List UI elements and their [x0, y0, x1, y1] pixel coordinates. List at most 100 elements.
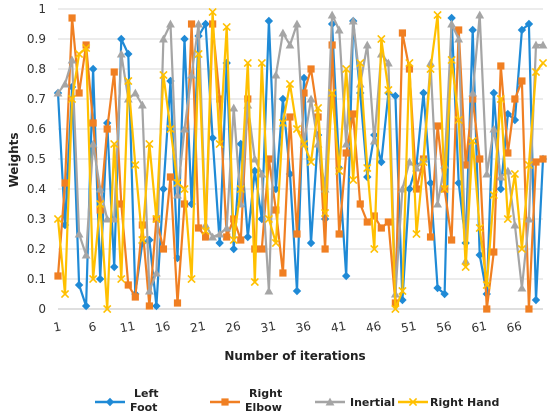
x-tick-label: 41: [330, 319, 347, 335]
data-point-left-foot: [95, 274, 105, 284]
data-point-left-foot: [124, 49, 133, 59]
data-point-inertial: [327, 10, 337, 19]
marker-stroke: [538, 58, 548, 68]
data-point-right-hand: [145, 139, 154, 149]
data-point-left-foot: [250, 166, 260, 176]
data-point-right-hand: [60, 289, 70, 299]
data-point-right-elbow: [433, 122, 442, 130]
data-point-right-hand: [405, 58, 414, 68]
data-point-right-hand: [257, 58, 267, 68]
data-point-inertial: [355, 79, 365, 88]
marker-stroke: [489, 190, 498, 200]
data-point-inertial: [285, 40, 295, 49]
data-point-left-foot: [489, 88, 498, 98]
data-point-left-foot: [215, 238, 224, 248]
marker-stroke: [313, 103, 323, 113]
data-point-right-hand: [391, 304, 400, 314]
data-point-inertial: [531, 40, 541, 49]
data-point-inertial: [369, 136, 379, 145]
data-point-right-elbow: [54, 272, 62, 280]
marker-stroke: [74, 49, 84, 59]
data-point-right-elbow: [293, 230, 301, 238]
x-tick-label: 11: [119, 319, 136, 335]
marker-stroke: [271, 238, 281, 248]
data-point-right-hand: [349, 175, 358, 185]
series-right-hand: [53, 7, 548, 314]
marker-stroke: [278, 118, 288, 128]
data-point-inertial: [496, 172, 506, 181]
data-point-right-hand: [517, 244, 527, 254]
x-tick-label: 21: [189, 319, 206, 335]
marker-stroke: [419, 157, 428, 167]
data-point-right-elbow: [490, 248, 498, 256]
data-point-right-elbow: [525, 305, 533, 313]
data-point-right-hand: [215, 139, 224, 149]
data-point-right-elbow: [483, 305, 491, 313]
data-point-right-hand: [74, 49, 84, 59]
data-point-right-elbow: [279, 269, 287, 277]
data-point-inertial: [187, 70, 196, 79]
legend-label: Right Hand: [430, 396, 499, 409]
data-point-right-hand: [88, 274, 98, 284]
data-point-right-hand: [103, 304, 112, 314]
marker-stroke: [468, 136, 477, 146]
marker-stroke: [299, 139, 309, 149]
data-point-right-hand: [412, 229, 421, 239]
data-point-inertial: [180, 124, 189, 133]
data-point-right-hand: [426, 64, 435, 74]
data-point-right-hand: [250, 277, 259, 287]
legend-item-inertial: Inertial: [315, 396, 395, 409]
data-point-right-hand: [152, 214, 161, 224]
data-point-right-elbow: [300, 89, 308, 97]
marker-stroke: [334, 166, 344, 176]
marker-stroke: [475, 223, 484, 233]
data-point-inertial: [88, 139, 98, 148]
x-tick-label: 31: [259, 319, 276, 335]
data-point-inertial: [510, 220, 520, 229]
data-point-inertial: [433, 199, 442, 208]
data-point-right-hand: [285, 79, 295, 89]
marker-stroke: [138, 235, 147, 245]
data-point-right-elbow: [272, 206, 280, 214]
x-tick-label: 56: [435, 319, 452, 335]
data-point-right-hand: [96, 199, 105, 209]
data-point-right-elbow: [518, 77, 526, 85]
marker-stroke: [356, 58, 365, 68]
data-point-right-elbow: [223, 233, 231, 241]
data-point-right-elbow: [398, 29, 407, 37]
data-point-right-hand: [124, 76, 133, 86]
data-point-right-elbow: [448, 236, 456, 244]
marker-stroke: [88, 274, 98, 284]
data-point-right-hand: [524, 160, 534, 170]
data-point-inertial: [341, 139, 351, 148]
marker-stroke: [222, 22, 231, 32]
marker-stroke: [257, 58, 267, 68]
data-point-right-elbow: [321, 245, 329, 253]
data-point-right-elbow: [131, 293, 139, 301]
data-point-inertial: [222, 223, 232, 232]
series-group: [53, 7, 548, 314]
marker-stroke: [440, 184, 449, 194]
data-point-right-hand: [440, 184, 449, 194]
data-point-right-hand: [159, 70, 168, 80]
data-point-right-elbow: [455, 26, 463, 34]
data-point-right-hand: [81, 43, 91, 53]
data-point-inertial: [454, 34, 464, 43]
series-line-right-elbow: [56, 16, 544, 311]
marker-stroke: [524, 160, 534, 170]
data-point-inertial: [524, 214, 534, 223]
data-point-right-elbow: [159, 245, 168, 253]
x-tick-label: 6: [87, 320, 97, 335]
data-point-right-elbow: [68, 14, 76, 22]
data-point-right-elbow: [187, 20, 196, 28]
marker-stroke: [408, 397, 418, 407]
data-point-left-foot: [110, 262, 119, 272]
data-point-right-hand: [194, 49, 203, 59]
marker-stroke: [405, 58, 414, 68]
data-point-inertial: [447, 19, 457, 28]
y-tick-label: 0.5: [27, 152, 46, 166]
data-point-right-hand: [433, 10, 442, 20]
data-point-right-elbow: [307, 65, 315, 73]
data-point-right-elbow: [258, 245, 266, 253]
